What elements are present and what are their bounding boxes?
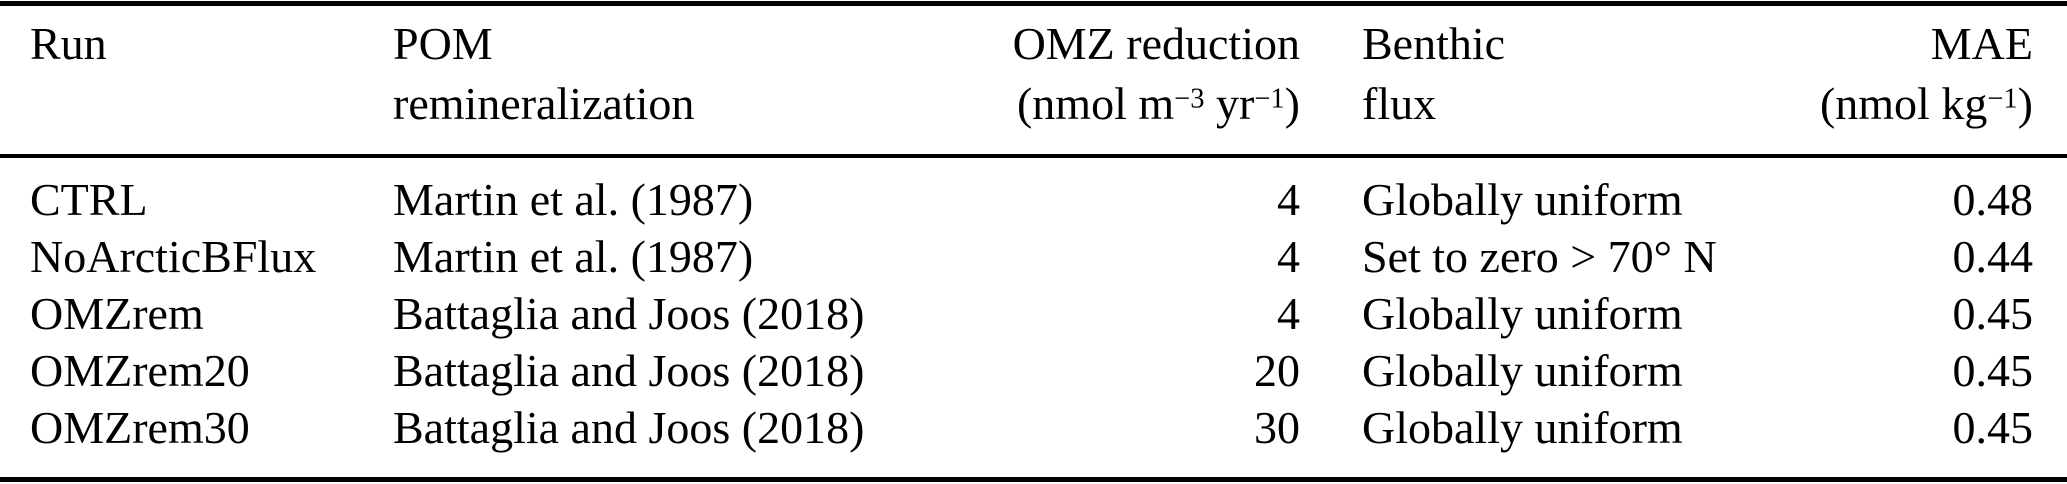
table-row: CTRL Martin et al. (1987) 4 Globally uni… xyxy=(0,156,2067,228)
table-body: CTRL Martin et al. (1987) 4 Globally uni… xyxy=(0,156,2067,480)
omz-unit-mid: yr xyxy=(1204,78,1255,129)
cell-omz: 4 xyxy=(1277,288,1300,339)
cell-benthic: Globally uniform xyxy=(1362,345,1683,396)
omz-unit-prefix: (nmol m xyxy=(1016,78,1175,129)
table-row: NoArcticBFlux Martin et al. (1987) 4 Set… xyxy=(0,228,2067,285)
column-header-run: Run xyxy=(0,3,393,158)
cell-omz: 30 xyxy=(1254,402,1300,453)
mae-unit-prefix: (nmol kg xyxy=(1819,78,1988,129)
header-benthic-label: Benthic xyxy=(1362,18,1506,69)
header-omz-unit: (nmol m−3 yr−1) xyxy=(941,74,1300,134)
table-row: OMZrem30 Battaglia and Joos (2018) 30 Gl… xyxy=(0,399,2067,480)
omz-unit-exponent-1: −3 xyxy=(1174,83,1205,115)
cell-run: OMZrem30 xyxy=(30,402,250,453)
cell-pom: Battaglia and Joos (2018) xyxy=(393,345,865,396)
cell-pom: Martin et al. (1987) xyxy=(393,174,754,225)
header-mae-label: MAE xyxy=(1930,18,2033,69)
column-header-pom-remineralization: POM remineralization xyxy=(393,3,941,158)
cell-mae: 0.45 xyxy=(1952,288,2034,339)
omz-unit-suffix: ) xyxy=(1284,78,1300,129)
table-row: OMZrem20 Battaglia and Joos (2018) 20 Gl… xyxy=(0,342,2067,399)
cell-pom: Battaglia and Joos (2018) xyxy=(393,288,865,339)
cell-mae: 0.44 xyxy=(1952,231,2034,282)
header-mae-unit: (nmol kg−1) xyxy=(1790,74,2033,134)
cell-benthic: Globally uniform xyxy=(1362,288,1683,339)
cell-run: NoArcticBFlux xyxy=(30,231,317,282)
table-row: OMZrem Battaglia and Joos (2018) 4 Globa… xyxy=(0,285,2067,342)
cell-omz: 20 xyxy=(1254,345,1300,396)
header-pom-label-line2: remineralization xyxy=(393,78,695,129)
cell-run: OMZrem xyxy=(30,288,204,339)
cell-benthic: Globally uniform xyxy=(1362,402,1683,453)
omz-unit-exponent-2: −1 xyxy=(1254,83,1285,115)
cell-mae: 0.48 xyxy=(1952,174,2034,225)
cell-benthic: Globally uniform xyxy=(1362,174,1683,225)
column-header-mae: MAE (nmol kg−1) xyxy=(1790,3,2067,158)
cell-benthic: Set to zero > 70° N xyxy=(1362,231,1717,282)
header-run-label: Run xyxy=(30,18,107,69)
header-row: Run POM remineralization OMZ reduction (… xyxy=(0,3,2067,158)
table-header: Run POM remineralization OMZ reduction (… xyxy=(0,3,2067,158)
cell-omz: 4 xyxy=(1277,231,1300,282)
mae-unit-exponent: −1 xyxy=(1987,83,2018,115)
header-pom-label: POM xyxy=(393,18,493,69)
header-benthic-label-line2: flux xyxy=(1362,78,1437,129)
cell-pom: Martin et al. (1987) xyxy=(393,231,754,282)
header-omz-label: OMZ reduction xyxy=(1012,18,1300,69)
cell-omz: 4 xyxy=(1277,174,1300,225)
cell-mae: 0.45 xyxy=(1952,402,2034,453)
column-header-benthic-flux: Benthic flux xyxy=(1300,3,1790,158)
cell-mae: 0.45 xyxy=(1952,345,2034,396)
cell-run: OMZrem20 xyxy=(30,345,250,396)
cell-run: CTRL xyxy=(30,174,148,225)
mae-unit-suffix: ) xyxy=(2017,78,2033,129)
cell-pom: Battaglia and Joos (2018) xyxy=(393,402,865,453)
column-header-omz-reduction: OMZ reduction (nmol m−3 yr−1) xyxy=(941,3,1300,158)
